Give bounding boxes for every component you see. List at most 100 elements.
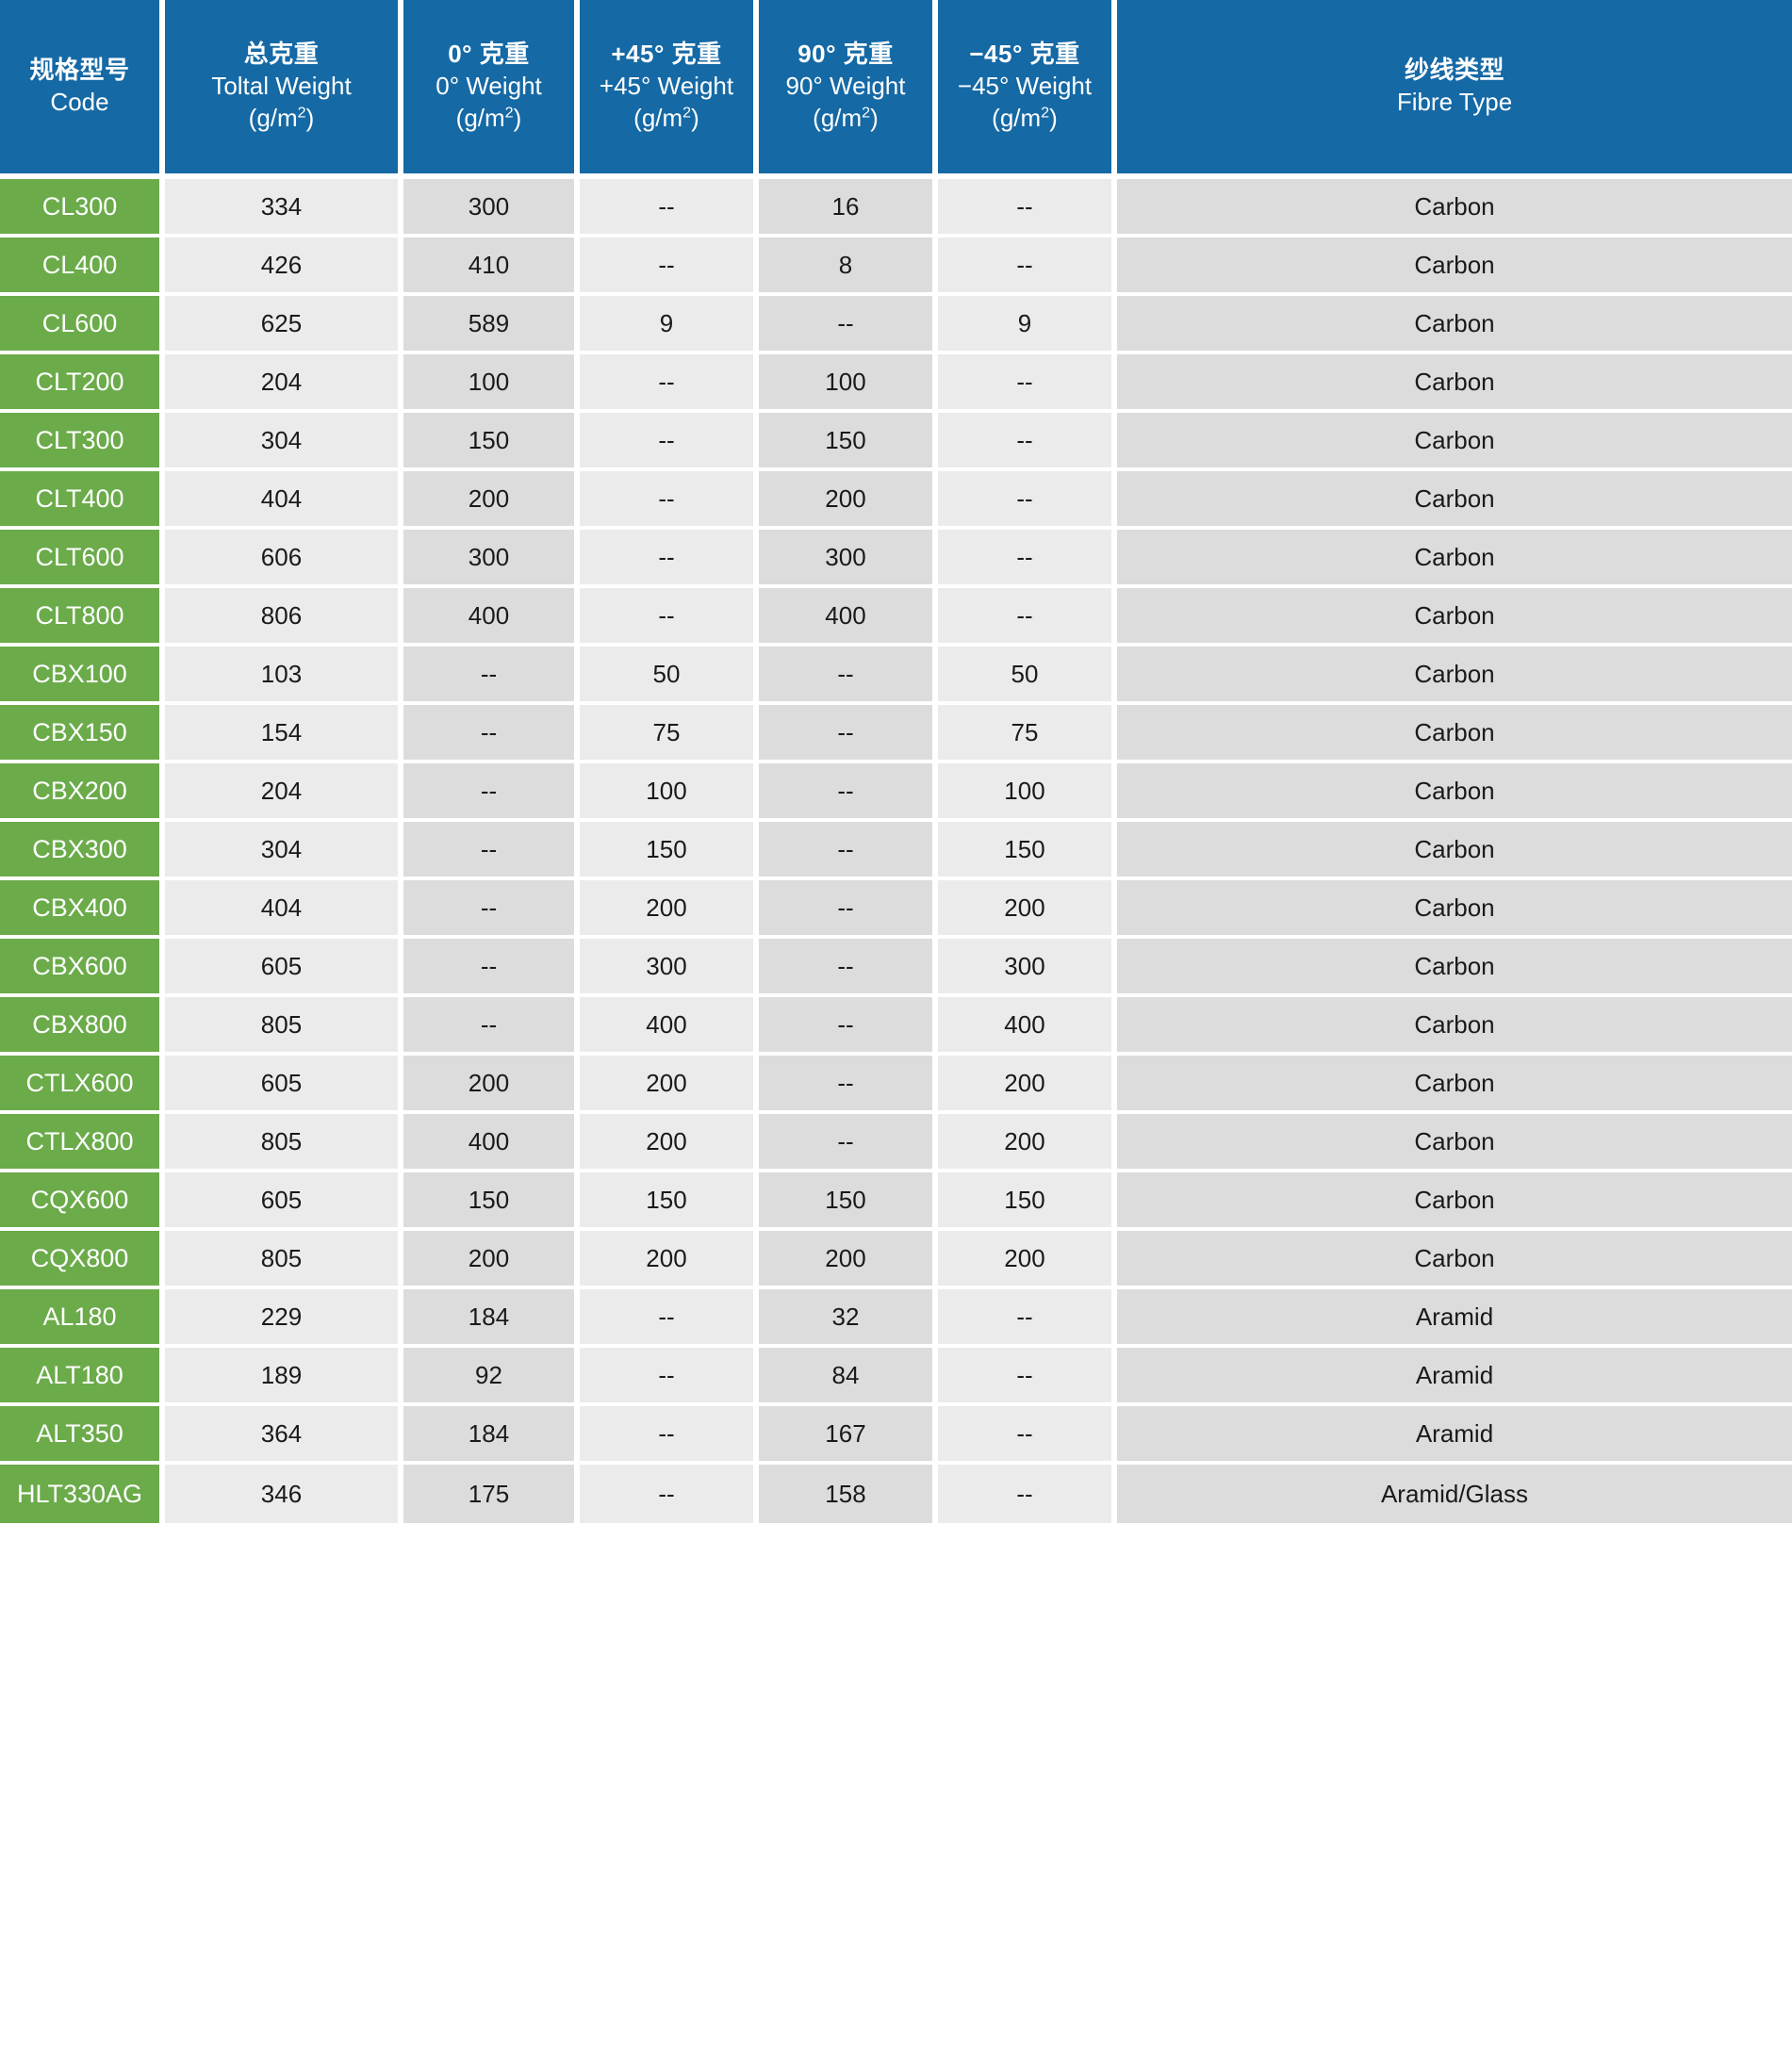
table-row: CBX400 404 -- 200 -- 200 Carbon — [0, 880, 1792, 939]
cell-code: CQX600 — [0, 1172, 165, 1231]
cell-0deg-weight: 300 — [403, 530, 580, 588]
cell-code: ALT180 — [0, 1348, 165, 1406]
table-row: CBX100 103 -- 50 -- 50 Carbon — [0, 647, 1792, 705]
cell-total-weight: 404 — [165, 471, 403, 530]
cell-total-weight: 605 — [165, 939, 403, 997]
cell-0deg-weight: 200 — [403, 1231, 580, 1289]
cell-plus45deg-weight: 50 — [580, 647, 759, 705]
cell-code: CL600 — [0, 296, 165, 354]
cell-plus45deg-weight: -- — [580, 1348, 759, 1406]
cell-90deg-weight: 150 — [759, 413, 938, 471]
cell-code: CLT800 — [0, 588, 165, 647]
table-row: HLT330AG 346 175 -- 158 -- Aramid/Glass — [0, 1465, 1792, 1523]
cell-plus45deg-weight: -- — [580, 354, 759, 413]
cell-90deg-weight: 167 — [759, 1406, 938, 1465]
cell-90deg-weight: -- — [759, 822, 938, 880]
cell-code: CBX100 — [0, 647, 165, 705]
cell-total-weight: 304 — [165, 413, 403, 471]
cell-plus45deg-weight: 9 — [580, 296, 759, 354]
cell-90deg-weight: -- — [759, 763, 938, 822]
cell-fibre-type: Aramid — [1117, 1348, 1792, 1406]
cell-total-weight: 805 — [165, 1114, 403, 1172]
cell-plus45deg-weight: -- — [580, 530, 759, 588]
cell-fibre-type: Carbon — [1117, 1056, 1792, 1114]
table-row: ALT350 364 184 -- 167 -- Aramid — [0, 1406, 1792, 1465]
cell-90deg-weight: 32 — [759, 1289, 938, 1348]
table-row: ALT180 189 92 -- 84 -- Aramid — [0, 1348, 1792, 1406]
cell-fibre-type: Carbon — [1117, 238, 1792, 296]
cell-minus45deg-weight: 200 — [938, 1114, 1117, 1172]
cell-total-weight: 154 — [165, 705, 403, 763]
cell-fibre-type: Aramid — [1117, 1406, 1792, 1465]
cell-fibre-type: Carbon — [1117, 705, 1792, 763]
cell-plus45deg-weight: 75 — [580, 705, 759, 763]
table-row: CTLX600 605 200 200 -- 200 Carbon — [0, 1056, 1792, 1114]
cell-fibre-type: Carbon — [1117, 413, 1792, 471]
header-zh-plus45deg-weight: +45° 克重 — [611, 40, 722, 69]
cell-plus45deg-weight: -- — [580, 1465, 759, 1523]
cell-0deg-weight: 184 — [403, 1406, 580, 1465]
table-row: CLT400 404 200 -- 200 -- Carbon — [0, 471, 1792, 530]
cell-minus45deg-weight: 100 — [938, 763, 1117, 822]
table-row: CL400 426 410 -- 8 -- Carbon — [0, 238, 1792, 296]
cell-minus45deg-weight: -- — [938, 354, 1117, 413]
cell-0deg-weight: -- — [403, 880, 580, 939]
column-header-code: 规格型号 Code — [0, 0, 165, 179]
cell-code: CBX150 — [0, 705, 165, 763]
cell-90deg-weight: 84 — [759, 1348, 938, 1406]
cell-plus45deg-weight: 200 — [580, 1056, 759, 1114]
header-en-90deg-weight: 90° Weight — [785, 72, 906, 101]
cell-fibre-type: Aramid/Glass — [1117, 1465, 1792, 1523]
cell-code: CQX800 — [0, 1231, 165, 1289]
cell-total-weight: 229 — [165, 1289, 403, 1348]
cell-total-weight: 605 — [165, 1056, 403, 1114]
column-header-minus45deg-weight: −45° 克重 −45° Weight (g/m2) — [938, 0, 1117, 179]
cell-plus45deg-weight: -- — [580, 238, 759, 296]
cell-total-weight: 334 — [165, 179, 403, 238]
cell-90deg-weight: 200 — [759, 471, 938, 530]
cell-minus45deg-weight: 300 — [938, 939, 1117, 997]
header-zh-minus45deg-weight: −45° 克重 — [969, 40, 1080, 69]
cell-90deg-weight: -- — [759, 296, 938, 354]
header-zh-fibre-type: 纱线类型 — [1404, 56, 1504, 85]
table-row: CTLX800 805 400 200 -- 200 Carbon — [0, 1114, 1792, 1172]
cell-total-weight: 204 — [165, 354, 403, 413]
cell-90deg-weight: 100 — [759, 354, 938, 413]
cell-90deg-weight: 400 — [759, 588, 938, 647]
column-header-90deg-weight: 90° 克重 90° Weight (g/m2) — [759, 0, 938, 179]
header-unit-minus45deg-weight: (g/m2) — [992, 103, 1058, 132]
cell-0deg-weight: 589 — [403, 296, 580, 354]
cell-code: CBX300 — [0, 822, 165, 880]
cell-minus45deg-weight: -- — [938, 471, 1117, 530]
cell-0deg-weight: 400 — [403, 588, 580, 647]
header-en-fibre-type: Fibre Type — [1396, 88, 1513, 116]
cell-minus45deg-weight: -- — [938, 1406, 1117, 1465]
cell-90deg-weight: 200 — [759, 1231, 938, 1289]
header-row: 规格型号 Code 总克重 Toltal Weight (g/m2) 0° 克重… — [0, 0, 1792, 179]
cell-plus45deg-weight: 300 — [580, 939, 759, 997]
cell-code: CLT400 — [0, 471, 165, 530]
cell-0deg-weight: 184 — [403, 1289, 580, 1348]
table-row: CQX800 805 200 200 200 200 Carbon — [0, 1231, 1792, 1289]
cell-0deg-weight: 400 — [403, 1114, 580, 1172]
cell-minus45deg-weight: -- — [938, 238, 1117, 296]
header-unit-total-weight: (g/m2) — [248, 103, 315, 132]
cell-90deg-weight: -- — [759, 1114, 938, 1172]
cell-90deg-weight: -- — [759, 939, 938, 997]
cell-fibre-type: Carbon — [1117, 647, 1792, 705]
cell-90deg-weight: 158 — [759, 1465, 938, 1523]
cell-0deg-weight: -- — [403, 705, 580, 763]
cell-total-weight: 805 — [165, 1231, 403, 1289]
cell-total-weight: 189 — [165, 1348, 403, 1406]
cell-total-weight: 805 — [165, 997, 403, 1056]
cell-minus45deg-weight: 50 — [938, 647, 1117, 705]
header-en-minus45deg-weight: −45° Weight — [957, 72, 1093, 101]
cell-code: HLT330AG — [0, 1465, 165, 1523]
cell-plus45deg-weight: 150 — [580, 1172, 759, 1231]
header-en-total-weight: Toltal Weight — [211, 72, 352, 101]
header-zh-0deg-weight: 0° 克重 — [448, 40, 530, 69]
cell-minus45deg-weight: 75 — [938, 705, 1117, 763]
cell-code: CLT200 — [0, 354, 165, 413]
cell-minus45deg-weight: -- — [938, 530, 1117, 588]
header-zh-total-weight: 总克重 — [243, 40, 320, 69]
